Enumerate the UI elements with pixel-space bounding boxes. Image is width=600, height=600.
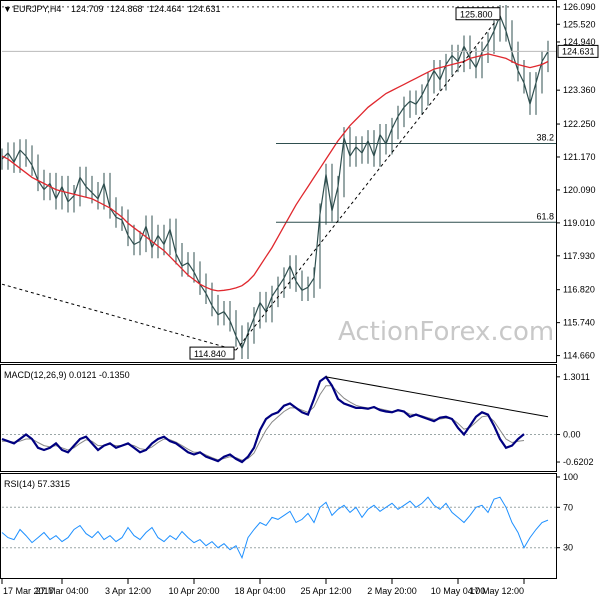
main-header-open: 124.709 bbox=[71, 4, 104, 14]
x-tick-label: 25 Apr 12:00 bbox=[300, 586, 351, 596]
main-y-tick-label: 114.660 bbox=[563, 351, 595, 361]
current-price-label: 124.631 bbox=[562, 46, 595, 56]
x-tick-label: 10 Apr 20:00 bbox=[168, 586, 219, 596]
fib-swing-dashed-line bbox=[235, 15, 501, 351]
main-y-tick-label: 115.740 bbox=[563, 318, 595, 328]
main-y-tick-label: 125.520 bbox=[563, 19, 596, 29]
rsi-y-tick-label: 70 bbox=[563, 502, 573, 512]
macd-plot bbox=[1, 375, 549, 464]
macd-divergence-line bbox=[325, 376, 549, 418]
main-y-tick-label: 124.940 bbox=[563, 37, 596, 47]
x-tick-label: 2 May 20:00 bbox=[367, 586, 417, 596]
x-tick-label: 17 May 12:00 bbox=[469, 586, 524, 596]
main-y-axis: 126.090 125.520 124.940 123.360 122.250 121.1… bbox=[2, 2, 596, 361]
current-price-box bbox=[557, 44, 599, 58]
macd-y-tick-label: 0.00 bbox=[563, 430, 581, 440]
low-label-box bbox=[189, 346, 235, 360]
main-y-tick-label: 122.250 bbox=[563, 119, 596, 129]
price-series-line bbox=[1, 14, 549, 350]
fib-label: 38.2 bbox=[536, 133, 554, 143]
low-label: 114.840 bbox=[194, 349, 226, 359]
x-tick-label: 10 May 04:00 bbox=[431, 586, 486, 596]
high-label: 125.800 bbox=[460, 10, 493, 20]
main-y-tick-label: 126.090 bbox=[563, 2, 596, 12]
trend-dashed-line bbox=[1, 283, 237, 351]
symbol-down-icon: ▼ bbox=[3, 4, 12, 14]
moving-average-line bbox=[1, 53, 549, 292]
x-tick-label: 18 Apr 04:00 bbox=[234, 586, 285, 596]
main-y-tick-label: 123.360 bbox=[563, 85, 596, 95]
high-label-box bbox=[455, 7, 501, 21]
rsi-plot bbox=[1, 496, 549, 560]
watermark: ActionForex.com bbox=[338, 317, 554, 347]
main-y-tick-label: 117.930 bbox=[563, 251, 595, 261]
main-annotations: 38.2 61.8 125.800 114.840 bbox=[1, 7, 556, 360]
macd-panel bbox=[0, 364, 557, 472]
main-y-tick-label: 121.170 bbox=[563, 152, 596, 162]
macd-header: MACD(12,26,9) 0.0121 -0.1350 bbox=[4, 370, 130, 380]
main-header-low: 124.464 bbox=[149, 4, 182, 14]
macd-y-tick-label: -0.6202 bbox=[563, 457, 594, 467]
rsi-panel bbox=[0, 473, 557, 579]
rsi-y-axis: 100 70 30 bbox=[2, 472, 578, 553]
macd-y-tick-label: 1.3011 bbox=[563, 372, 590, 382]
fib-label: 61.8 bbox=[536, 211, 554, 221]
main-y-tick-label: 116.820 bbox=[563, 285, 595, 295]
main-panel bbox=[0, 0, 557, 363]
rsi-y-tick-label: 100 bbox=[563, 472, 578, 482]
x-tick-label: 3 Apr 12:00 bbox=[105, 586, 151, 596]
main-y-tick-label: 120.090 bbox=[563, 185, 596, 195]
main-y-tick-label: 119.010 bbox=[563, 218, 595, 228]
rsi-y-tick-label: 30 bbox=[563, 543, 573, 553]
x-tick-label: 27 Mar 04:00 bbox=[35, 586, 88, 596]
main-header-high: 124.868 bbox=[110, 4, 143, 14]
x-tick-label: 17 Mar 2017 bbox=[3, 586, 54, 596]
main-header-symbol: EURJPY,H4 bbox=[13, 4, 61, 14]
main-header-close: 124.631 bbox=[188, 4, 221, 14]
rsi-header: RSI(14) 57.3315 bbox=[4, 479, 70, 489]
rsi-line bbox=[1, 496, 549, 560]
macd-main-line bbox=[1, 375, 525, 464]
main-plot: 124.631 bbox=[1, 5, 599, 359]
